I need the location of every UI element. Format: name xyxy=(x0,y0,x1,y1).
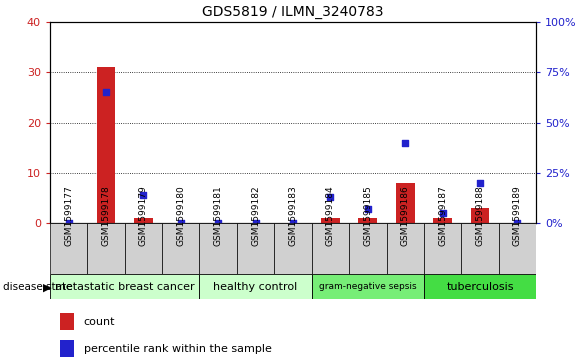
Bar xyxy=(461,223,499,274)
Bar xyxy=(312,274,424,299)
Text: GSM1599186: GSM1599186 xyxy=(401,185,410,246)
Bar xyxy=(97,67,115,223)
Point xyxy=(326,194,335,200)
Bar xyxy=(60,340,74,357)
Bar xyxy=(424,274,536,299)
Text: count: count xyxy=(84,317,115,327)
Point xyxy=(438,210,447,216)
Text: GSM1599189: GSM1599189 xyxy=(513,185,522,246)
Bar xyxy=(396,183,415,223)
Point xyxy=(475,180,485,186)
Point xyxy=(213,220,223,226)
Point xyxy=(401,140,410,146)
Text: GSM1599187: GSM1599187 xyxy=(438,185,447,246)
Title: GDS5819 / ILMN_3240783: GDS5819 / ILMN_3240783 xyxy=(202,5,384,19)
Point xyxy=(64,220,73,226)
Point xyxy=(513,220,522,226)
Bar xyxy=(387,223,424,274)
Point xyxy=(251,220,260,226)
Bar xyxy=(424,223,461,274)
Text: percentile rank within the sample: percentile rank within the sample xyxy=(84,344,272,354)
Bar xyxy=(321,218,340,223)
Point xyxy=(139,192,148,198)
Point xyxy=(363,206,373,212)
Bar xyxy=(50,274,199,299)
Point xyxy=(176,220,185,226)
Text: GSM1599177: GSM1599177 xyxy=(64,185,73,246)
Text: GSM1599183: GSM1599183 xyxy=(288,185,298,246)
Text: GSM1599182: GSM1599182 xyxy=(251,185,260,246)
Text: GSM1599179: GSM1599179 xyxy=(139,185,148,246)
Bar xyxy=(50,223,87,274)
Text: healthy control: healthy control xyxy=(213,282,298,292)
Bar xyxy=(274,223,312,274)
Bar xyxy=(359,218,377,223)
Text: GSM1599185: GSM1599185 xyxy=(363,185,372,246)
Point xyxy=(101,89,111,95)
Text: GSM1599184: GSM1599184 xyxy=(326,185,335,246)
Text: GSM1599178: GSM1599178 xyxy=(101,185,110,246)
Bar xyxy=(87,223,125,274)
Text: tuberculosis: tuberculosis xyxy=(447,282,514,292)
Bar xyxy=(471,208,489,223)
Text: GSM1599180: GSM1599180 xyxy=(176,185,185,246)
Text: GSM1599188: GSM1599188 xyxy=(476,185,485,246)
Bar xyxy=(433,218,452,223)
Text: metastatic breast cancer: metastatic breast cancer xyxy=(55,282,195,292)
Bar xyxy=(125,223,162,274)
Text: disease state: disease state xyxy=(3,282,73,293)
Bar xyxy=(162,223,199,274)
Bar xyxy=(499,223,536,274)
Bar xyxy=(199,223,237,274)
Text: gram-negative sepsis: gram-negative sepsis xyxy=(319,282,417,291)
Point xyxy=(288,220,298,226)
Bar xyxy=(312,223,349,274)
Bar xyxy=(237,223,274,274)
Bar xyxy=(134,218,153,223)
Text: GSM1599181: GSM1599181 xyxy=(214,185,223,246)
Bar xyxy=(60,313,74,330)
Text: ▶: ▶ xyxy=(43,282,52,293)
Bar xyxy=(199,274,312,299)
Bar xyxy=(349,223,387,274)
